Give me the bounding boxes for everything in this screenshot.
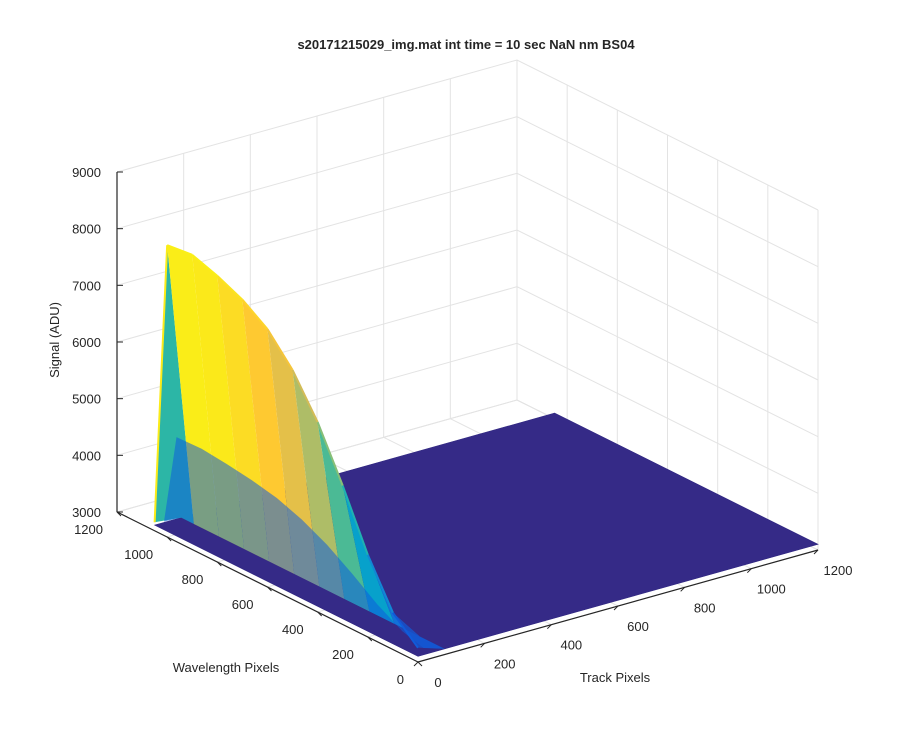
y-tick-label: 1000: [124, 547, 153, 562]
surface-ridge: [366, 554, 394, 614]
surface-front: [418, 647, 445, 657]
tick-mark: [267, 586, 272, 592]
surface-slice: [292, 370, 345, 599]
y-tick-label: 1200: [74, 522, 103, 537]
grid-line: [116, 172, 819, 324]
tick-mark: [413, 661, 419, 667]
surface-slice: [317, 422, 370, 612]
tick-mark: [546, 624, 552, 630]
tick-mark: [116, 511, 122, 517]
z-tick-label: 4000: [72, 448, 101, 463]
x-tick-label: 200: [494, 656, 516, 671]
surface-ridge: [191, 254, 218, 277]
grid-line: [116, 59, 819, 211]
chart-title: s20171215029_img.mat int time = 10 sec N…: [297, 37, 635, 52]
surface-slice: [267, 329, 320, 587]
surface-ridge: [241, 299, 269, 330]
y-tick-label: 800: [182, 572, 204, 587]
y-tick-label: 400: [282, 622, 304, 637]
y-tick-label: 200: [332, 647, 354, 662]
tick-mark: [367, 636, 373, 642]
x-tick-label: 600: [627, 619, 649, 634]
y-axis-label: Wavelength Pixels: [173, 660, 280, 675]
signal-surface: [153, 244, 819, 657]
z-tick-label: 9000: [72, 165, 101, 180]
grid-line: [116, 229, 819, 381]
grid-line: [116, 116, 819, 268]
tick-mark: [613, 605, 619, 611]
x-tick-label: 800: [694, 600, 716, 615]
surface-lobe: [164, 437, 445, 651]
surface-ridge: [166, 244, 193, 256]
tick-mark: [680, 586, 686, 592]
z-tick-label: 5000: [72, 392, 101, 407]
axes-box: [116, 171, 819, 667]
surface-ridge: [316, 421, 344, 487]
surface-ridge: [291, 369, 319, 423]
surface-floor: [153, 412, 819, 657]
y-tick-label: 0: [397, 672, 404, 687]
z-tick-label: 6000: [72, 335, 101, 350]
tick-mark: [166, 536, 172, 542]
tick-mark: [417, 661, 423, 667]
z-axis-label: Signal (ADU): [47, 302, 62, 378]
tick-mark: [317, 611, 323, 617]
y-tick-label: 600: [232, 597, 254, 612]
surface-ridge: [341, 485, 369, 556]
tick-mark: [480, 642, 486, 648]
x-axis-label: Track Pixels: [580, 670, 651, 685]
surface-ridge: [216, 275, 244, 301]
x-tick-label: 1000: [757, 582, 786, 597]
x-tick-label: 400: [560, 638, 582, 653]
z-tick-label: 7000: [72, 278, 101, 293]
tick-mark: [746, 568, 752, 574]
x-tick-label: 1200: [824, 563, 853, 578]
surface-ridge: [266, 328, 294, 371]
surface-slice: [367, 554, 420, 637]
tick-mark: [813, 549, 819, 555]
x-tick-label: 0: [434, 675, 441, 690]
tick-labels: 0 200 400 600 800 1000 1200 0 200 400 600 800 1000 12…: [72, 165, 852, 690]
z-tick-label: 3000: [72, 505, 101, 520]
tick-mark: [216, 561, 222, 567]
z-tick-label: 8000: [72, 222, 101, 237]
surface-ridge: [153, 245, 169, 523]
